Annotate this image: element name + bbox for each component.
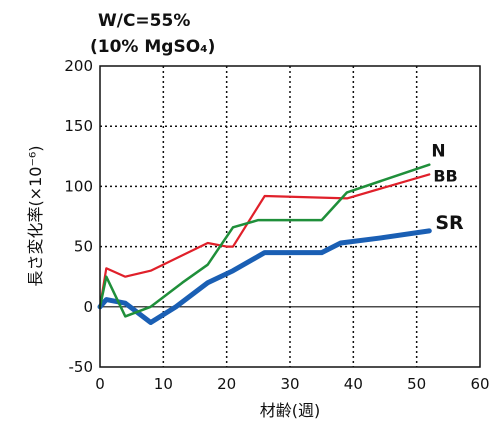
x-tick-label: 60 [470,375,489,393]
y-tick-label: 50 [74,238,93,256]
x-tick-label: 40 [344,375,363,393]
y-tick-label: 150 [64,117,93,135]
series-line-sr [97,228,432,325]
y-tick-label: 200 [64,57,93,75]
series-label-bb: BB [433,166,457,185]
series-lines [97,163,432,325]
x-tick-label: 50 [407,375,426,393]
y-axis-label: 長さ変化率(×10⁻⁶) [26,145,45,286]
y-tick-label: -50 [69,358,94,376]
x-tick-label: 30 [280,375,299,393]
series-labels: N BB SR [431,142,464,234]
series-label-n: N [431,142,445,162]
series-line-n [98,163,431,318]
y-tick-label: 100 [64,177,93,195]
plot-frame [99,65,481,368]
chart-subtitle: (10% MgSO₄) [90,37,215,57]
x-tick-label: 0 [95,375,105,393]
chart-title: W/C=55% [98,11,190,31]
grid-lines [100,66,480,367]
x-tick-label: 20 [217,375,236,393]
y-tick-label: 0 [83,298,93,316]
series-line-bb [98,173,431,308]
x-tick-label: 10 [154,375,173,393]
x-axis-label: 材齢(週) [260,401,321,420]
series-label-sr: SR [435,212,464,234]
